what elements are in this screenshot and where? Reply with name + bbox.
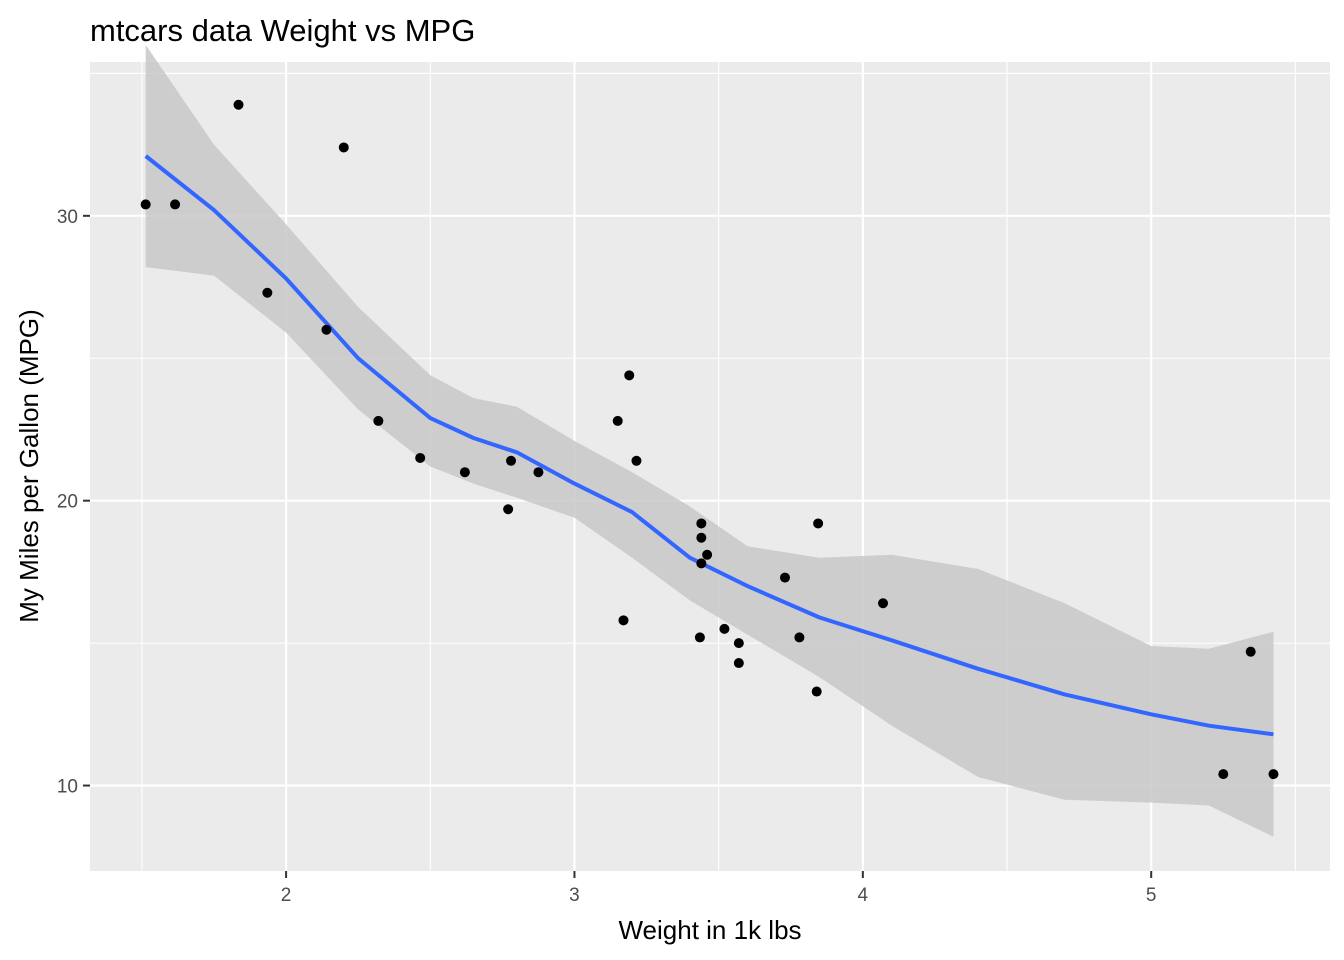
data-point	[719, 623, 730, 634]
data-point	[779, 572, 790, 583]
data-point	[459, 467, 470, 478]
data-point	[813, 518, 824, 529]
data-point	[612, 415, 623, 426]
data-point	[338, 142, 349, 153]
data-point	[506, 455, 517, 466]
x-tick-label: 3	[569, 885, 580, 906]
y-axis-title: My Miles per Gallon (MPG)	[14, 309, 44, 623]
data-point	[618, 615, 629, 626]
smooth-line	[144, 154, 1274, 737]
confidence-band	[145, 44, 1274, 837]
data-point	[140, 199, 151, 210]
x-tick-label: 2	[281, 885, 292, 906]
data-point	[696, 532, 707, 543]
data-point	[702, 549, 713, 560]
data-point	[694, 632, 705, 643]
data-point	[262, 287, 273, 298]
x-axis-title: Weight in 1k lbs	[618, 915, 801, 945]
data-point	[696, 558, 707, 569]
smooth-line-layer	[144, 154, 1274, 737]
y-tick-label: 20	[57, 492, 78, 513]
data-point	[631, 455, 642, 466]
y-tick-label: 10	[57, 777, 78, 798]
data-point	[811, 686, 822, 697]
data-point	[624, 370, 635, 381]
x-tick-label: 4	[858, 885, 869, 906]
axes: 2 3 4 5 10 20 30	[57, 207, 1157, 906]
data-point	[533, 467, 544, 478]
confidence-band-layer	[145, 44, 1274, 837]
x-tick-label: 5	[1146, 885, 1157, 906]
data-point	[1218, 769, 1229, 780]
data-point	[233, 99, 244, 110]
y-tick-label: 30	[57, 207, 78, 228]
data-point	[170, 199, 181, 210]
data-point	[794, 632, 805, 643]
data-point	[733, 658, 744, 669]
data-point	[1245, 646, 1256, 657]
data-point	[415, 452, 426, 463]
data-points	[140, 99, 1279, 780]
data-point	[733, 638, 744, 649]
data-point	[696, 518, 707, 529]
data-point	[373, 415, 384, 426]
data-point	[1268, 769, 1279, 780]
data-point	[878, 598, 889, 609]
chart-title: mtcars data Weight vs MPG	[90, 13, 475, 48]
data-point	[503, 504, 514, 515]
data-point	[321, 324, 332, 335]
